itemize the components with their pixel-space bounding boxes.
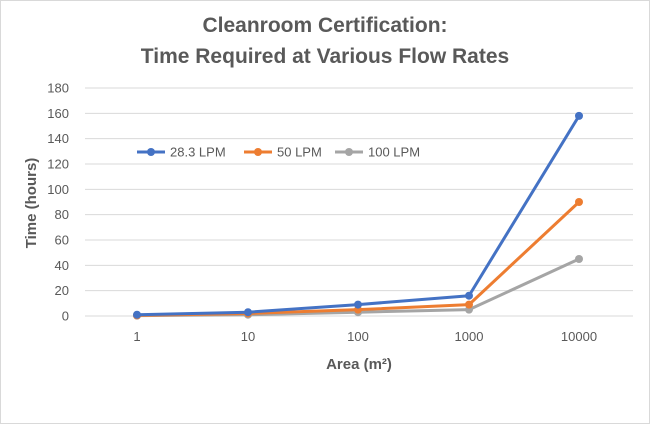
x-tick-label: 10000: [561, 329, 597, 344]
y-tick-label: 140: [47, 131, 69, 146]
x-tick-label: 10: [241, 329, 255, 344]
x-axis-label: Area (m²): [326, 356, 392, 373]
y-tick-labels: 0 20 40 60 80 100 120 140 160 180: [47, 81, 69, 324]
y-tick-label: 160: [47, 106, 69, 121]
data-point: [354, 300, 362, 309]
legend: 28.3 LPM 50 LPM 100 LPM: [137, 145, 420, 160]
legend-label: 50 LPM: [277, 145, 322, 160]
data-point: [465, 300, 473, 309]
x-tick-labels: 1 10 100 1000 10000: [133, 329, 597, 344]
legend-item: 50 LPM: [244, 145, 322, 160]
chart-title: Cleanroom Certification: Time Required a…: [0, 10, 650, 72]
data-point: [575, 255, 583, 263]
data-point: [244, 308, 252, 317]
x-tick-label: 1000: [455, 329, 484, 344]
y-tick-label: 60: [55, 233, 69, 248]
y-tick-label: 0: [62, 309, 69, 324]
y-tick-label: 40: [55, 258, 69, 273]
x-tick-label: 1: [133, 329, 140, 344]
y-tick-label: 180: [47, 81, 69, 96]
legend-swatch-marker: [345, 148, 353, 156]
legend-swatch-marker: [147, 148, 155, 156]
legend-item: 100 LPM: [335, 145, 420, 160]
y-tick-label: 20: [55, 283, 69, 298]
data-point: [133, 310, 141, 319]
y-tick-label: 80: [55, 207, 69, 222]
y-axis-label: Time (hours): [23, 158, 40, 249]
legend-label: 100 LPM: [368, 145, 420, 160]
series-28-3-lpm: [133, 111, 583, 319]
data-point: [575, 198, 583, 206]
y-tick-label: 100: [47, 182, 69, 197]
x-tick-label: 100: [347, 329, 369, 344]
data-point: [575, 111, 583, 120]
chart-title-line-2: Time Required at Various Flow Rates: [140, 45, 510, 68]
y-tick-label: 120: [47, 157, 69, 172]
series-line: [135, 200, 581, 317]
legend-item: 28.3 LPM: [137, 145, 226, 160]
data-point: [465, 291, 473, 300]
chart-title-line-1: Cleanroom Certification:: [202, 14, 448, 37]
grid-lines: [85, 87, 633, 317]
legend-label: 28.3 LPM: [170, 145, 226, 160]
series-lines: [133, 111, 583, 320]
legend-swatch-marker: [254, 148, 262, 156]
